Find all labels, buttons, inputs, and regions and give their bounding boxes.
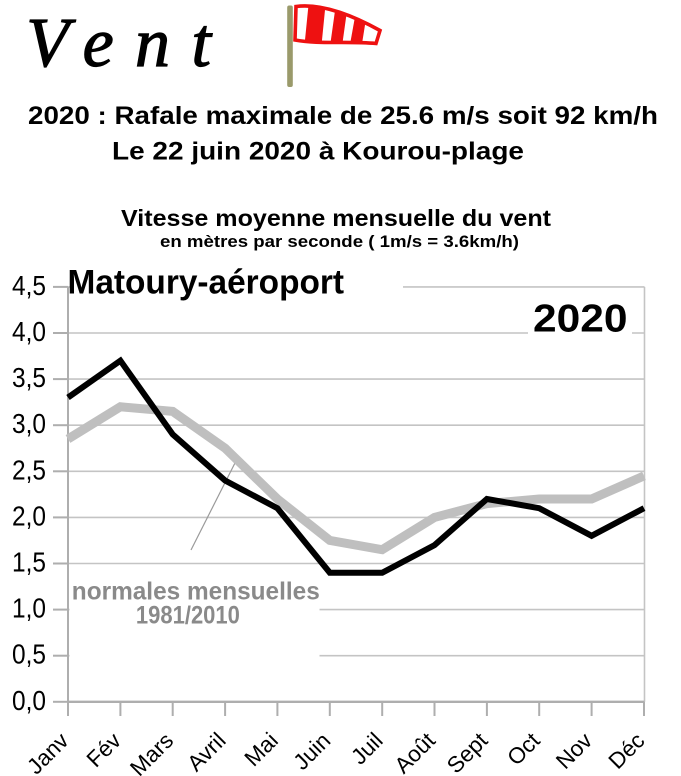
svg-text:3,5: 3,5 <box>12 362 46 393</box>
svg-text:Oct: Oct <box>502 727 545 770</box>
svg-text:1,5: 1,5 <box>12 547 46 578</box>
svg-text:Avril: Avril <box>182 728 230 776</box>
svg-text:Vent: Vent <box>26 5 232 82</box>
svg-text:2020: 2020 <box>533 297 628 340</box>
svg-text:3,0: 3,0 <box>12 408 46 439</box>
svg-text:4,5: 4,5 <box>12 270 46 301</box>
svg-text:Le 22 juin 2020 à Kourou-plage: Le 22 juin 2020 à Kourou-plage <box>112 138 524 166</box>
svg-text:Fév: Fév <box>82 727 127 772</box>
svg-text:4,0: 4,0 <box>12 316 46 347</box>
svg-text:Sept: Sept <box>442 727 493 776</box>
svg-text:Mai: Mai <box>240 728 283 771</box>
svg-text:Juin: Juin <box>288 728 335 775</box>
svg-text:normales mensuelles: normales mensuelles <box>72 578 320 606</box>
svg-text:Nov: Nov <box>551 727 598 774</box>
svg-text:Mars: Mars <box>125 728 178 776</box>
svg-text:Vitesse moyenne mensuelle du v: Vitesse moyenne mensuelle du vent <box>121 205 551 231</box>
svg-text:Août: Août <box>390 727 441 776</box>
svg-text:2020 : Rafale maximale de 25.6: 2020 : Rafale maximale de 25.6 m/s soit … <box>28 102 658 130</box>
svg-text:2,5: 2,5 <box>12 454 46 485</box>
svg-text:Matoury-aéroport: Matoury-aéroport <box>68 264 345 302</box>
svg-text:1,0: 1,0 <box>12 593 46 624</box>
svg-text:0,5: 0,5 <box>12 639 46 670</box>
svg-text:Janv: Janv <box>22 727 74 776</box>
svg-text:Juil: Juil <box>346 728 388 770</box>
svg-text:en mètres par seconde ( 1m/s =: en mètres par seconde ( 1m/s = 3.6km/h) <box>160 232 519 251</box>
svg-text:1981/2010: 1981/2010 <box>136 602 240 630</box>
svg-text:0,0: 0,0 <box>12 685 46 716</box>
svg-text:Déc: Déc <box>604 728 650 774</box>
svg-text:2,0: 2,0 <box>12 500 46 531</box>
